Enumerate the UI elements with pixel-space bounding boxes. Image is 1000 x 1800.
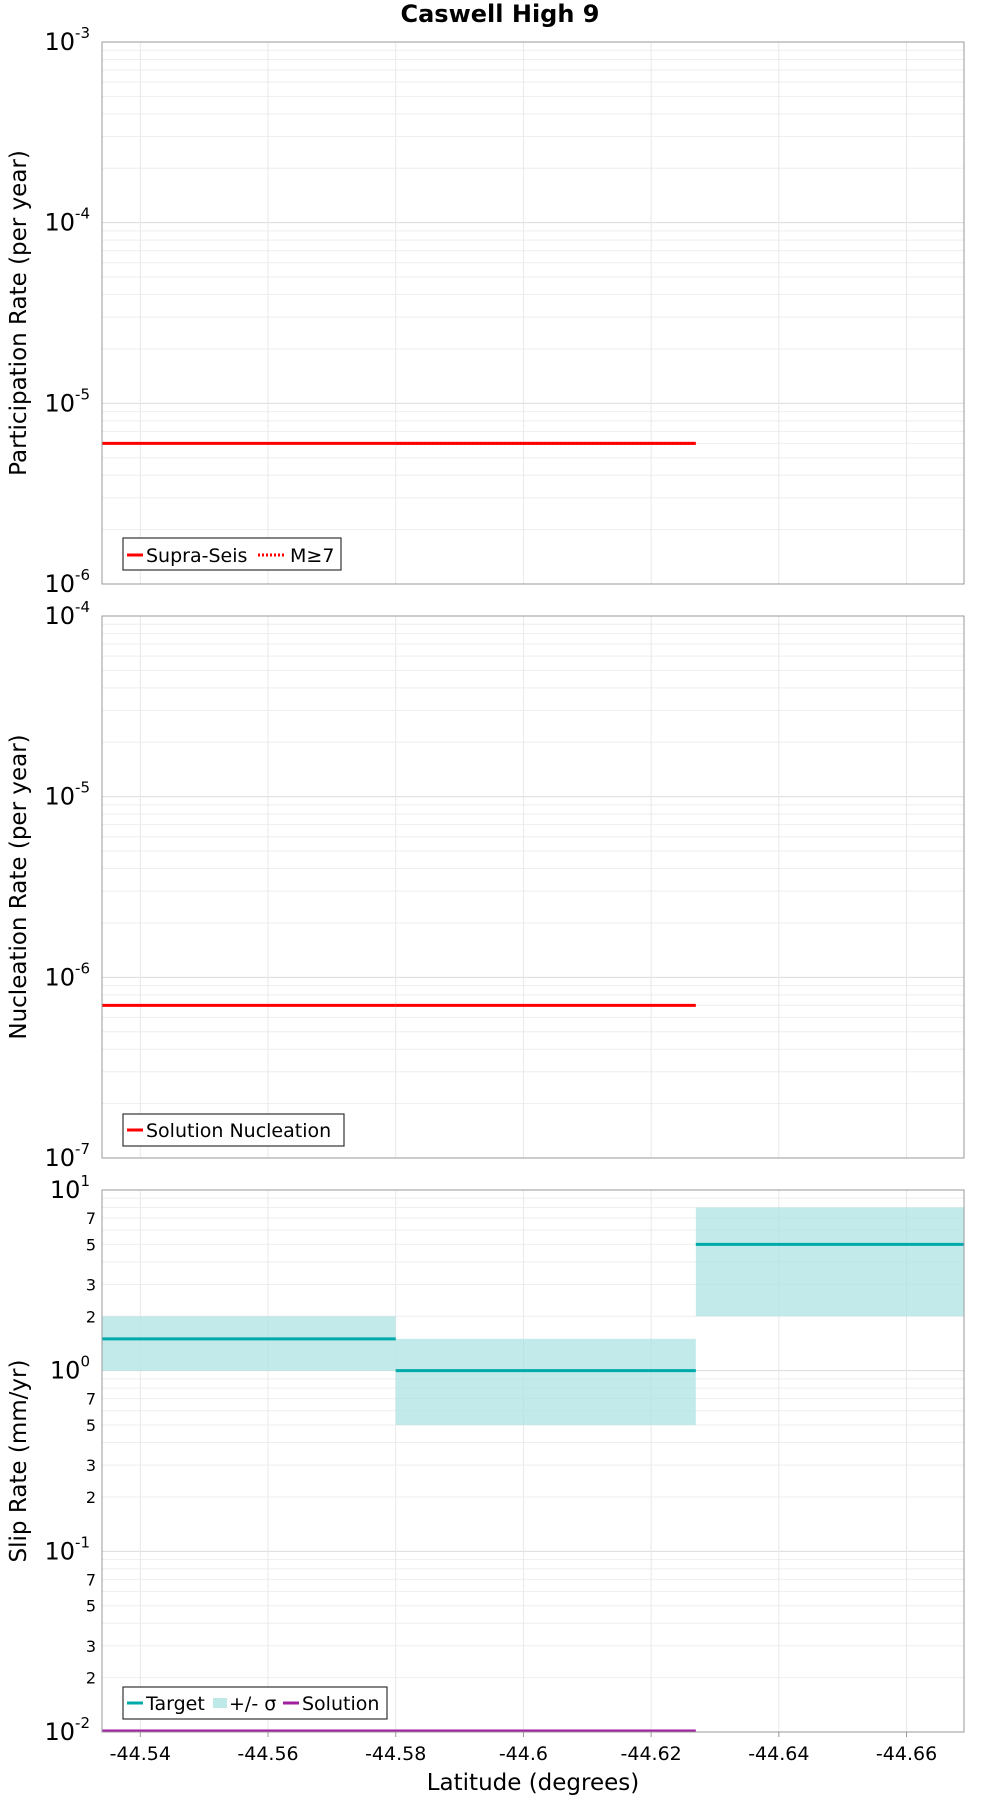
y-axis-label-slip-rate: Slip Rate (mm/yr) <box>6 1360 32 1563</box>
legend-swatch-sigma <box>213 1698 227 1708</box>
y-tick-label: 10-3 <box>44 24 90 56</box>
y-tick-label: 100 <box>50 1353 90 1385</box>
x-axis-label: Latitude (degrees) <box>427 1770 640 1796</box>
legend-label-supra-seis: Supra-Seis <box>146 545 247 567</box>
x-ticks: -44.54 -44.56 -44.58 -44.6 -44.62 -44.64 -44.6… <box>110 1732 937 1765</box>
y-minor-tick-label: 2 <box>86 1669 96 1688</box>
marks-slip-rate <box>102 1207 964 1733</box>
sigma-band <box>695 1207 964 1317</box>
x-tick-label: -44.64 <box>748 1743 809 1765</box>
frame-participation <box>101 41 965 585</box>
y-tick-label: 10-5 <box>44 779 90 811</box>
grid-nucleation <box>102 616 964 1159</box>
legend-nucleation: Solution Nucleation <box>122 1113 345 1147</box>
x-tick-label: -44.6 <box>499 1743 548 1765</box>
y-minor-tick-label: 3 <box>86 1456 96 1475</box>
panel-nucleation: 10-7 10-6 10-5 10-4 Nucleation Rate (per ye… <box>6 598 965 1172</box>
y-tick-label: 10-4 <box>44 598 90 630</box>
sigma-band <box>395 1338 696 1426</box>
y-minor-tick-label: 3 <box>86 1275 96 1294</box>
frame-slip-rate <box>101 1189 965 1733</box>
y-minor-tick-label: 2 <box>86 1307 96 1326</box>
legend-label-solution-nucleation: Solution Nucleation <box>146 1120 331 1142</box>
x-tick-label: -44.56 <box>237 1743 298 1765</box>
legend-label-m7: M≥7 <box>290 545 334 567</box>
y-axis-label-participation: Participation Rate (per year) <box>6 150 32 476</box>
chart-title: Caswell High 9 <box>401 0 600 28</box>
legend-box <box>122 537 342 571</box>
panel-participation: 10-6 10-5 10-4 10-3 Participation Rate (per… <box>6 24 965 598</box>
y-tick-label: 10-4 <box>44 205 90 237</box>
y-minor-tick-label: 7 <box>86 1570 96 1589</box>
y-tick-label: 101 <box>50 1172 90 1204</box>
y-minor-tick-label: 3 <box>86 1637 96 1656</box>
legend-label-target: Target <box>145 1693 205 1715</box>
frame-nucleation <box>101 615 965 1159</box>
y-tick-label: 10-1 <box>44 1533 90 1565</box>
y-minor-tick-label: 7 <box>86 1390 96 1409</box>
x-tick-label: -44.58 <box>365 1743 426 1765</box>
y-minor-tick-label: 5 <box>86 1416 96 1435</box>
x-tick-label: -44.54 <box>110 1743 171 1765</box>
y-axis-label-nucleation: Nucleation Rate (per year) <box>6 734 32 1039</box>
legend-participation: Supra-Seis M≥7 <box>122 537 342 571</box>
y-minor-tick-label: 5 <box>86 1235 96 1254</box>
y-ticks-nucleation: 10-7 10-6 10-5 10-4 <box>44 598 90 1172</box>
y-tick-label: 10-6 <box>44 959 90 991</box>
y-ticks-slip-rate: 10-2 10-1 100 101 2 3 5 7 2 3 5 7 2 3 5 7 <box>44 1172 96 1746</box>
y-tick-label: 10-5 <box>44 385 90 417</box>
legend-box <box>122 1113 345 1147</box>
legend-slip-rate: Target +/- σ Solution <box>122 1686 388 1720</box>
legend-label-sigma: +/- σ <box>229 1693 276 1715</box>
x-tick-label: -44.62 <box>621 1743 682 1765</box>
y-minor-tick-label: 5 <box>86 1597 96 1616</box>
legend-box <box>122 1686 388 1720</box>
plot-area-participation <box>102 42 964 584</box>
y-minor-tick-label: 2 <box>86 1488 96 1507</box>
legend-label-solution: Solution <box>302 1693 379 1715</box>
y-tick-label: 10-7 <box>44 1140 90 1172</box>
plot-area-nucleation <box>102 616 964 1158</box>
y-minor-tick-label: 7 <box>86 1209 96 1228</box>
y-tick-label: 10-6 <box>44 566 90 598</box>
x-tick-label: -44.66 <box>876 1743 937 1765</box>
y-ticks-participation: 10-6 10-5 10-4 10-3 <box>44 24 90 598</box>
sigma-band <box>102 1316 396 1371</box>
y-tick-label: 10-2 <box>44 1714 90 1746</box>
